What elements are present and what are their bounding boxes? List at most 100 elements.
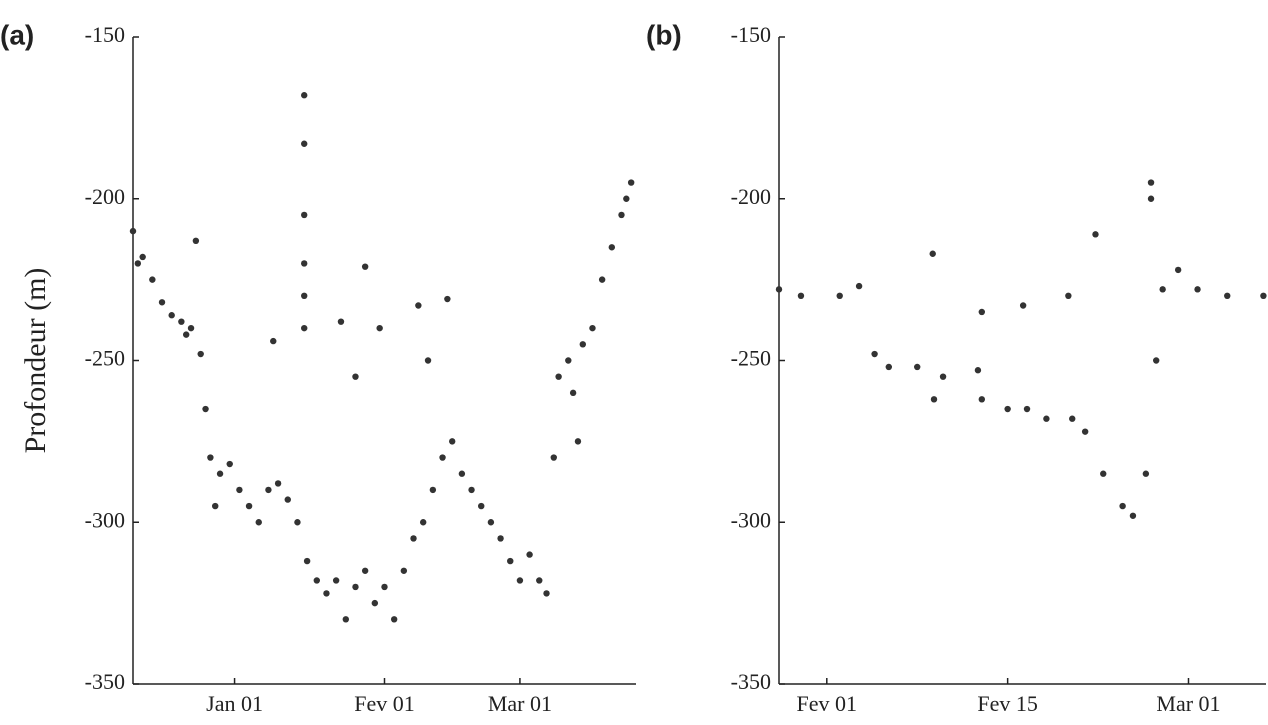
data-point [301, 260, 308, 267]
data-point [1147, 179, 1155, 186]
data-point [608, 244, 616, 251]
data-point [400, 567, 408, 574]
data-point [507, 557, 514, 565]
data-point [301, 140, 308, 147]
data-point [424, 357, 432, 364]
data-point [139, 253, 146, 261]
data-point [187, 324, 195, 332]
data-point [129, 227, 137, 235]
data-point [468, 486, 475, 494]
y-tick-label: -250 [731, 346, 771, 371]
data-point [332, 577, 340, 584]
data-point [855, 282, 863, 290]
data-point [1159, 286, 1166, 293]
x-tick-label: Mar 01 [488, 691, 552, 716]
data-point [536, 577, 543, 584]
data-point [410, 535, 417, 542]
data-point [579, 341, 586, 348]
data-point [1194, 286, 1201, 293]
data-point [526, 551, 533, 558]
data-point [775, 286, 783, 293]
y-tick-label: -200 [85, 184, 125, 209]
data-point [939, 373, 947, 380]
data-point [212, 502, 219, 510]
data-point [1147, 195, 1155, 202]
y-tick-label: -300 [85, 507, 125, 532]
x-tick-label: Fev 01 [797, 691, 858, 716]
data-point [978, 396, 986, 403]
data-point [1129, 512, 1137, 519]
data-point [301, 92, 308, 99]
y-tick-label: -300 [731, 507, 771, 532]
data-point [555, 373, 562, 380]
y-tick-label: -150 [731, 22, 771, 47]
data-point [361, 567, 369, 574]
data-point [797, 292, 805, 299]
data-point [274, 480, 282, 487]
data-point [216, 470, 224, 477]
data-point [449, 438, 456, 445]
x-tick-label: Fev 01 [354, 691, 415, 716]
data-point [255, 519, 262, 526]
data-point [1081, 428, 1089, 435]
data-point [1142, 470, 1150, 477]
data-point [543, 590, 550, 597]
data-point [226, 460, 233, 468]
x-tick-label: Mar 01 [1156, 691, 1220, 716]
data-point [1224, 292, 1231, 299]
data-point [265, 486, 272, 494]
data-point [158, 299, 166, 306]
data-point [301, 324, 308, 332]
data-point [836, 292, 843, 299]
data-point [301, 292, 308, 299]
data-point [885, 363, 893, 371]
data-point [478, 502, 485, 510]
data-point [623, 195, 630, 202]
data-point [1004, 405, 1011, 413]
data-point [419, 519, 427, 526]
data-point [914, 363, 921, 371]
data-point [376, 324, 383, 332]
panel-label: (a) [0, 19, 34, 50]
data-point [192, 237, 200, 245]
data-point [381, 583, 388, 591]
data-point [871, 350, 878, 358]
data-point [627, 179, 635, 186]
data-point [1260, 292, 1267, 299]
data-point [516, 577, 524, 584]
data-point [323, 590, 330, 597]
data-point [1065, 292, 1072, 299]
data-point [197, 350, 204, 358]
data-point [294, 519, 301, 526]
data-point [301, 211, 308, 219]
data-point [236, 486, 243, 494]
data-point [1174, 266, 1182, 274]
data-point [589, 324, 596, 332]
data-point [1152, 357, 1160, 364]
data-point [134, 260, 142, 267]
data-point [974, 367, 982, 374]
data-point [550, 454, 557, 461]
data-point [569, 389, 577, 397]
data-point [1023, 405, 1031, 413]
data-point [930, 396, 938, 403]
data-point [429, 486, 437, 494]
y-tick-label: -350 [85, 669, 125, 694]
data-point [978, 308, 986, 316]
data-point [270, 337, 277, 345]
data-point [352, 583, 359, 591]
y-tick-label: -150 [85, 22, 125, 47]
x-tick-label: Fev 15 [977, 691, 1038, 716]
data-point [439, 454, 446, 461]
panel-label: (b) [646, 19, 682, 50]
data-point [149, 276, 156, 283]
y-tick-label: -350 [731, 669, 771, 694]
data-point [361, 263, 369, 270]
data-point [390, 616, 398, 623]
data-point [458, 470, 466, 477]
data-point [444, 295, 451, 303]
data-point [207, 454, 214, 461]
x-tick-label: Jan 01 [206, 691, 263, 716]
y-tick-label: -250 [85, 346, 125, 371]
